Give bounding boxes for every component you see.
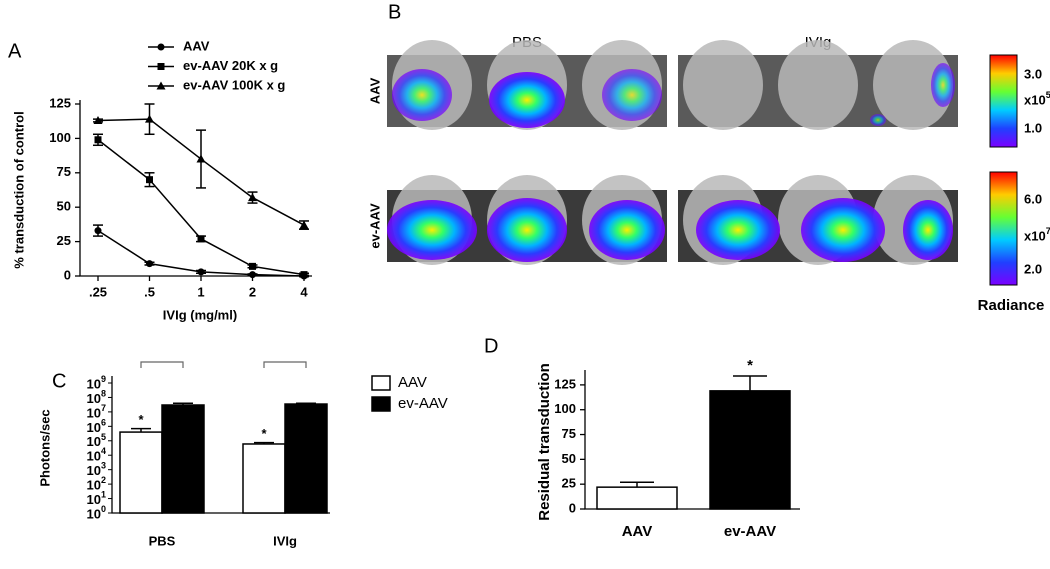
marker: [249, 262, 256, 270]
colorbar: [989, 54, 1018, 148]
y-axis-label: % transduction of control: [11, 111, 26, 268]
signal: [489, 72, 565, 128]
marker: [93, 116, 103, 125]
x-tick-label: .25: [89, 284, 107, 299]
signal: [903, 200, 953, 260]
legend-label: ev-AAV 20K x g: [183, 58, 278, 73]
y-tick-label: 125: [49, 95, 71, 110]
colorbar-label: 2.0: [1024, 261, 1042, 276]
colorbar-label: 1.0: [1024, 120, 1042, 135]
legend-swatch: [371, 375, 391, 391]
row-label: AAV: [367, 77, 382, 104]
mouse-image: [387, 175, 667, 265]
signal: [392, 69, 452, 121]
significance-bracket: [263, 361, 307, 368]
colorbar-title: Radiance: [978, 297, 1045, 314]
bar: [161, 404, 205, 514]
y-tick-label: 25: [562, 476, 576, 491]
row-label: ev-AAV: [367, 203, 382, 249]
y-tick-label: 0: [569, 500, 576, 515]
annotation: *: [138, 412, 144, 427]
annotation: *: [747, 357, 753, 374]
y-tick-label: 50: [562, 451, 576, 466]
x-tick-label: ev-AAV: [724, 523, 776, 540]
marker: [248, 193, 257, 202]
x-tick-label: PBS: [149, 533, 176, 548]
mouse-image: [678, 40, 958, 130]
marker: [146, 260, 153, 268]
colorbar: [989, 171, 1018, 286]
legend-label: ev-AAV: [398, 395, 448, 412]
marker: [197, 235, 205, 243]
legend-label: AAV: [398, 374, 427, 391]
panel-label: A: [8, 40, 22, 62]
mouse-body: [683, 40, 763, 130]
marker: [249, 271, 256, 279]
y-tick-label: 50: [57, 199, 71, 214]
signal: [870, 114, 886, 126]
marker: [146, 176, 153, 184]
y-tick-label: 125: [554, 376, 576, 391]
y-tick-label: 75: [57, 164, 71, 179]
bar: [242, 443, 286, 514]
panel-label: B: [388, 1, 401, 23]
x-tick-label: AAV: [622, 523, 653, 540]
mouse-body: [873, 40, 953, 130]
bar: [284, 403, 328, 514]
y-tick-label: 100: [554, 401, 576, 416]
marker: [197, 268, 205, 276]
panel-label: C: [52, 370, 66, 392]
signal: [487, 198, 567, 262]
marker: [196, 154, 206, 163]
colorbar-label: 6.0: [1024, 191, 1042, 206]
annotation: *: [261, 426, 267, 441]
x-tick-label: IVIg: [273, 533, 297, 548]
colorbar-label: x107: [1024, 226, 1050, 243]
mouse-image: [387, 40, 667, 130]
bar: [119, 431, 163, 514]
y-tick-label: 75: [562, 426, 576, 441]
significance-bracket: [140, 361, 184, 368]
signal: [387, 200, 477, 260]
marker: [157, 63, 165, 70]
x-tick-label: 1: [197, 284, 204, 299]
x-tick-label: .5: [144, 284, 155, 299]
colorbar-label: 3.0: [1024, 66, 1042, 81]
legend-label: ev-AAV 100K x g: [183, 77, 285, 92]
x-tick-label: 2: [249, 284, 256, 299]
y-tick-label: 0: [64, 267, 71, 282]
marker: [94, 227, 102, 235]
signal: [931, 63, 955, 107]
y-tick-label: 100: [49, 130, 71, 145]
marker: [94, 136, 102, 144]
y-tick-label: 25: [57, 233, 71, 248]
signal: [602, 69, 662, 121]
y-axis-label: Photons/sec: [37, 409, 52, 486]
legend-label: AAV: [183, 38, 210, 53]
colorbar-label: x105: [1024, 90, 1050, 107]
x-tick-label: 4: [300, 284, 308, 299]
marker: [145, 114, 154, 123]
marker: [156, 81, 166, 90]
signal: [696, 200, 780, 260]
signal: [589, 200, 665, 260]
signal: [801, 198, 885, 262]
legend-swatch: [371, 396, 391, 412]
marker: [300, 271, 308, 279]
y-axis-label: Residual transduction: [536, 363, 553, 521]
bar: [596, 486, 678, 510]
marker: [299, 220, 309, 229]
panel-label: D: [484, 335, 498, 357]
bar: [709, 390, 791, 510]
x-axis-label: IVIg (mg/ml): [163, 307, 237, 322]
mouse-body: [778, 40, 858, 130]
marker: [157, 43, 165, 51]
mouse-image: [678, 175, 958, 265]
